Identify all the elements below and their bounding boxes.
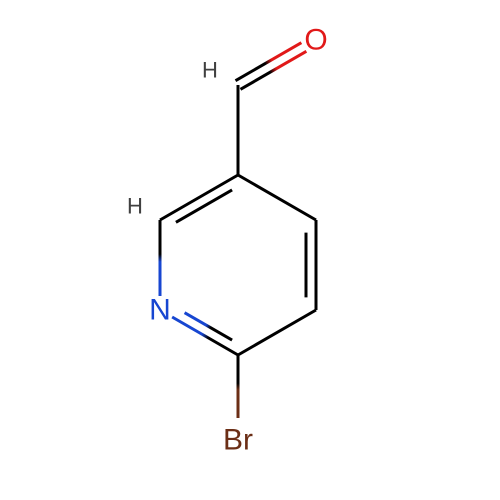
molecule-diagram: N O Br H H — [0, 0, 500, 500]
atom-o: O — [304, 24, 327, 57]
atom-h: H — [202, 58, 218, 83]
bond — [241, 51, 307, 89]
bond — [160, 175, 238, 220]
bond — [238, 175, 316, 220]
atom-h: H — [127, 194, 143, 219]
bond — [238, 310, 316, 355]
bond — [236, 43, 302, 81]
bond — [185, 313, 233, 340]
bond — [172, 317, 238, 355]
atom-n: N — [149, 294, 171, 327]
atom-br: Br — [223, 424, 253, 457]
